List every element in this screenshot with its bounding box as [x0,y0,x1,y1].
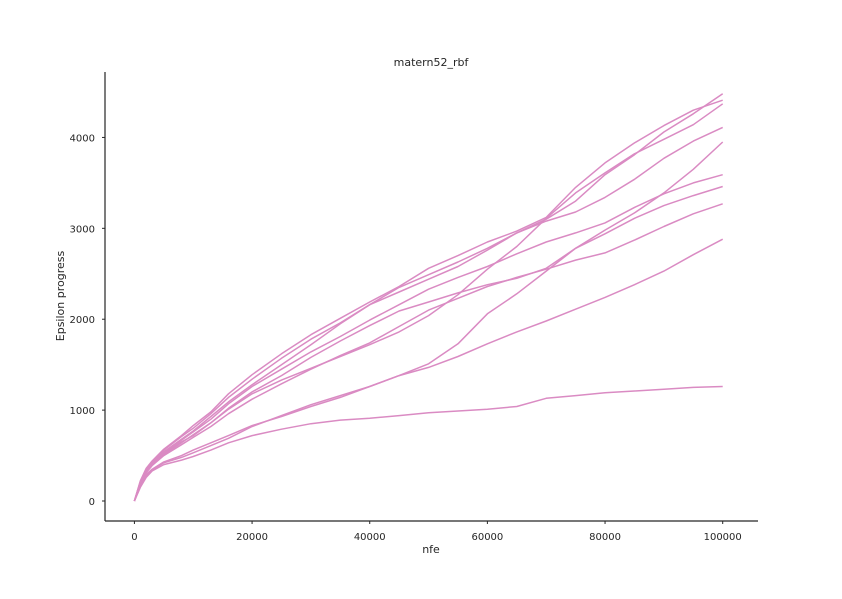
x-tick-labels: 0 20000 40000 60000 80000 100000 [131,521,742,543]
x-tick-label: 20000 [236,532,268,543]
series-line-8 [133,185,723,502]
series-line-3 [133,141,724,502]
series-line-10 [133,126,724,502]
series-line-9 [133,203,723,502]
y-axis-label: Epsilon progress [54,251,67,342]
series-line-1 [133,385,723,502]
series-line-7 [133,173,723,502]
series-line-2 [133,238,724,502]
y-tick-label: 3000 [70,224,95,235]
y-tick-label: 2000 [70,315,95,326]
x-tick-label: 80000 [589,532,621,543]
y-tick-label: 4000 [70,133,95,144]
x-tick-label: 60000 [471,532,503,543]
series-lines [133,93,724,502]
x-tick-label: 0 [131,532,137,543]
y-tick-label: 0 [89,497,95,508]
y-tick-label: 1000 [70,406,95,417]
x-axis-label: nfe [422,543,440,556]
x-tick-label: 40000 [354,532,386,543]
x-tick-label: 100000 [704,532,742,543]
chart-title: matern52_rbf [394,56,470,69]
y-tick-labels: 0 1000 2000 3000 4000 [70,133,105,508]
